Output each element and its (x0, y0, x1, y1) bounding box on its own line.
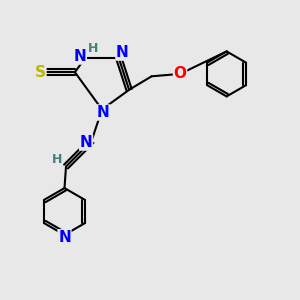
Text: N: N (58, 230, 71, 245)
Text: S: S (35, 65, 46, 80)
Text: N: N (116, 45, 129, 60)
Text: N: N (97, 105, 110, 120)
Text: H: H (88, 42, 98, 55)
Text: N: N (74, 49, 86, 64)
Text: H: H (52, 153, 62, 167)
Text: O: O (174, 66, 187, 81)
Text: N: N (80, 135, 92, 150)
